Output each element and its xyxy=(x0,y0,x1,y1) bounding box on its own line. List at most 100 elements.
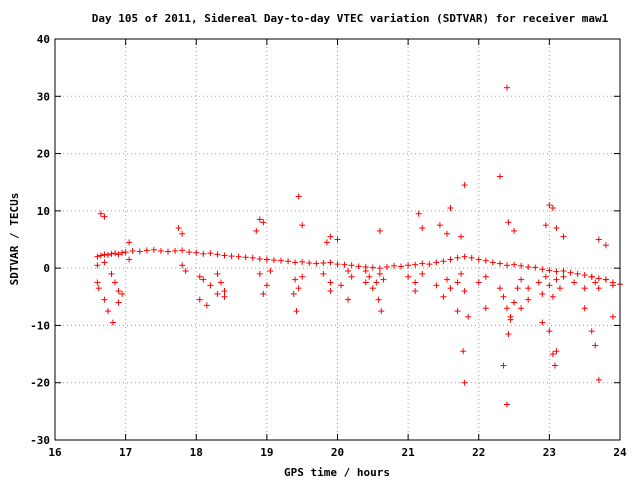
data-point xyxy=(112,279,119,286)
data-point xyxy=(567,269,574,276)
data-point xyxy=(119,290,126,297)
data-point xyxy=(511,299,518,306)
data-point xyxy=(376,265,383,272)
data-point xyxy=(454,308,461,315)
data-point xyxy=(338,282,345,289)
data-point xyxy=(458,270,465,277)
data-point xyxy=(182,268,189,275)
data-point xyxy=(609,313,616,320)
x-tick-label: 24 xyxy=(613,446,627,459)
data-point xyxy=(200,250,207,257)
y-tick-label: 20 xyxy=(37,148,50,161)
data-point xyxy=(560,233,567,240)
data-point xyxy=(355,263,362,270)
data-point xyxy=(546,328,553,335)
data-point xyxy=(500,293,507,300)
data-point xyxy=(588,328,595,335)
x-tick-label: 22 xyxy=(472,446,485,459)
data-point xyxy=(553,348,560,355)
y-tick-label: 10 xyxy=(37,205,50,218)
data-point xyxy=(475,279,482,286)
data-point xyxy=(221,252,228,259)
data-point xyxy=(546,267,553,274)
data-point xyxy=(496,260,503,267)
data-point xyxy=(214,251,221,258)
data-point xyxy=(109,319,116,326)
data-point xyxy=(447,256,454,263)
data-point xyxy=(320,270,327,277)
plot-frame xyxy=(54,38,621,441)
y-tick-label: 0 xyxy=(43,262,50,275)
data-point xyxy=(267,268,274,275)
data-point xyxy=(574,270,581,277)
chart-title: Day 105 of 2011, Sidereal Day-to-day VTE… xyxy=(92,12,609,25)
data-point xyxy=(465,313,472,320)
data-point xyxy=(263,282,270,289)
data-point xyxy=(179,247,186,254)
data-point xyxy=(460,348,467,355)
data-point xyxy=(461,288,468,295)
data-point xyxy=(126,256,133,263)
data-point xyxy=(235,253,242,260)
data-point xyxy=(295,285,302,292)
data-point xyxy=(292,259,299,266)
data-point xyxy=(299,273,306,280)
data-point xyxy=(514,285,521,292)
data-point xyxy=(461,379,468,386)
data-point xyxy=(525,263,532,270)
data-point xyxy=(592,279,599,286)
data-point xyxy=(419,260,426,267)
data-point xyxy=(341,261,348,268)
data-point xyxy=(186,249,193,256)
data-point xyxy=(412,279,419,286)
data-point xyxy=(200,276,207,283)
data-point xyxy=(165,248,171,255)
data-point xyxy=(179,262,186,269)
data-point xyxy=(101,296,108,303)
y-axis-label: SDTVAR / TECUs xyxy=(8,193,21,286)
data-point xyxy=(440,293,447,300)
data-point xyxy=(571,279,578,286)
data-point xyxy=(595,236,602,243)
data-point xyxy=(532,264,539,271)
data-point xyxy=(380,276,387,283)
data-point xyxy=(94,253,101,260)
data-point xyxy=(348,273,355,280)
y-tick-label: 30 xyxy=(37,90,50,103)
data-point xyxy=(101,251,108,258)
y-tick-label: -30 xyxy=(30,434,50,447)
data-point xyxy=(504,262,510,269)
data-point xyxy=(475,256,482,263)
data-point xyxy=(260,290,267,297)
data-point xyxy=(588,273,595,280)
data-point xyxy=(217,279,224,286)
data-point xyxy=(461,253,468,260)
data-point xyxy=(391,262,397,269)
data-point xyxy=(454,279,461,286)
data-point xyxy=(119,249,126,256)
data-point xyxy=(468,254,475,261)
data-point xyxy=(553,276,560,283)
data-point xyxy=(542,273,549,280)
data-point xyxy=(504,305,510,312)
data-point xyxy=(327,288,334,295)
data-point xyxy=(256,270,263,277)
data-point xyxy=(94,279,101,286)
data-point xyxy=(546,202,553,209)
data-point xyxy=(115,251,122,258)
data-point xyxy=(504,401,510,408)
x-tick-label: 16 xyxy=(48,446,62,459)
data-point xyxy=(115,299,122,306)
data-point xyxy=(398,263,405,270)
data-point xyxy=(221,293,228,300)
data-point xyxy=(496,173,503,180)
data-point xyxy=(108,250,115,257)
data-point xyxy=(581,305,588,312)
data-point xyxy=(104,308,111,315)
data-point xyxy=(285,258,292,265)
data-point xyxy=(278,257,284,264)
data-point xyxy=(175,225,182,232)
x-axis-label: GPS time / hours xyxy=(284,466,390,479)
data-point xyxy=(581,272,588,279)
data-point xyxy=(256,255,263,262)
